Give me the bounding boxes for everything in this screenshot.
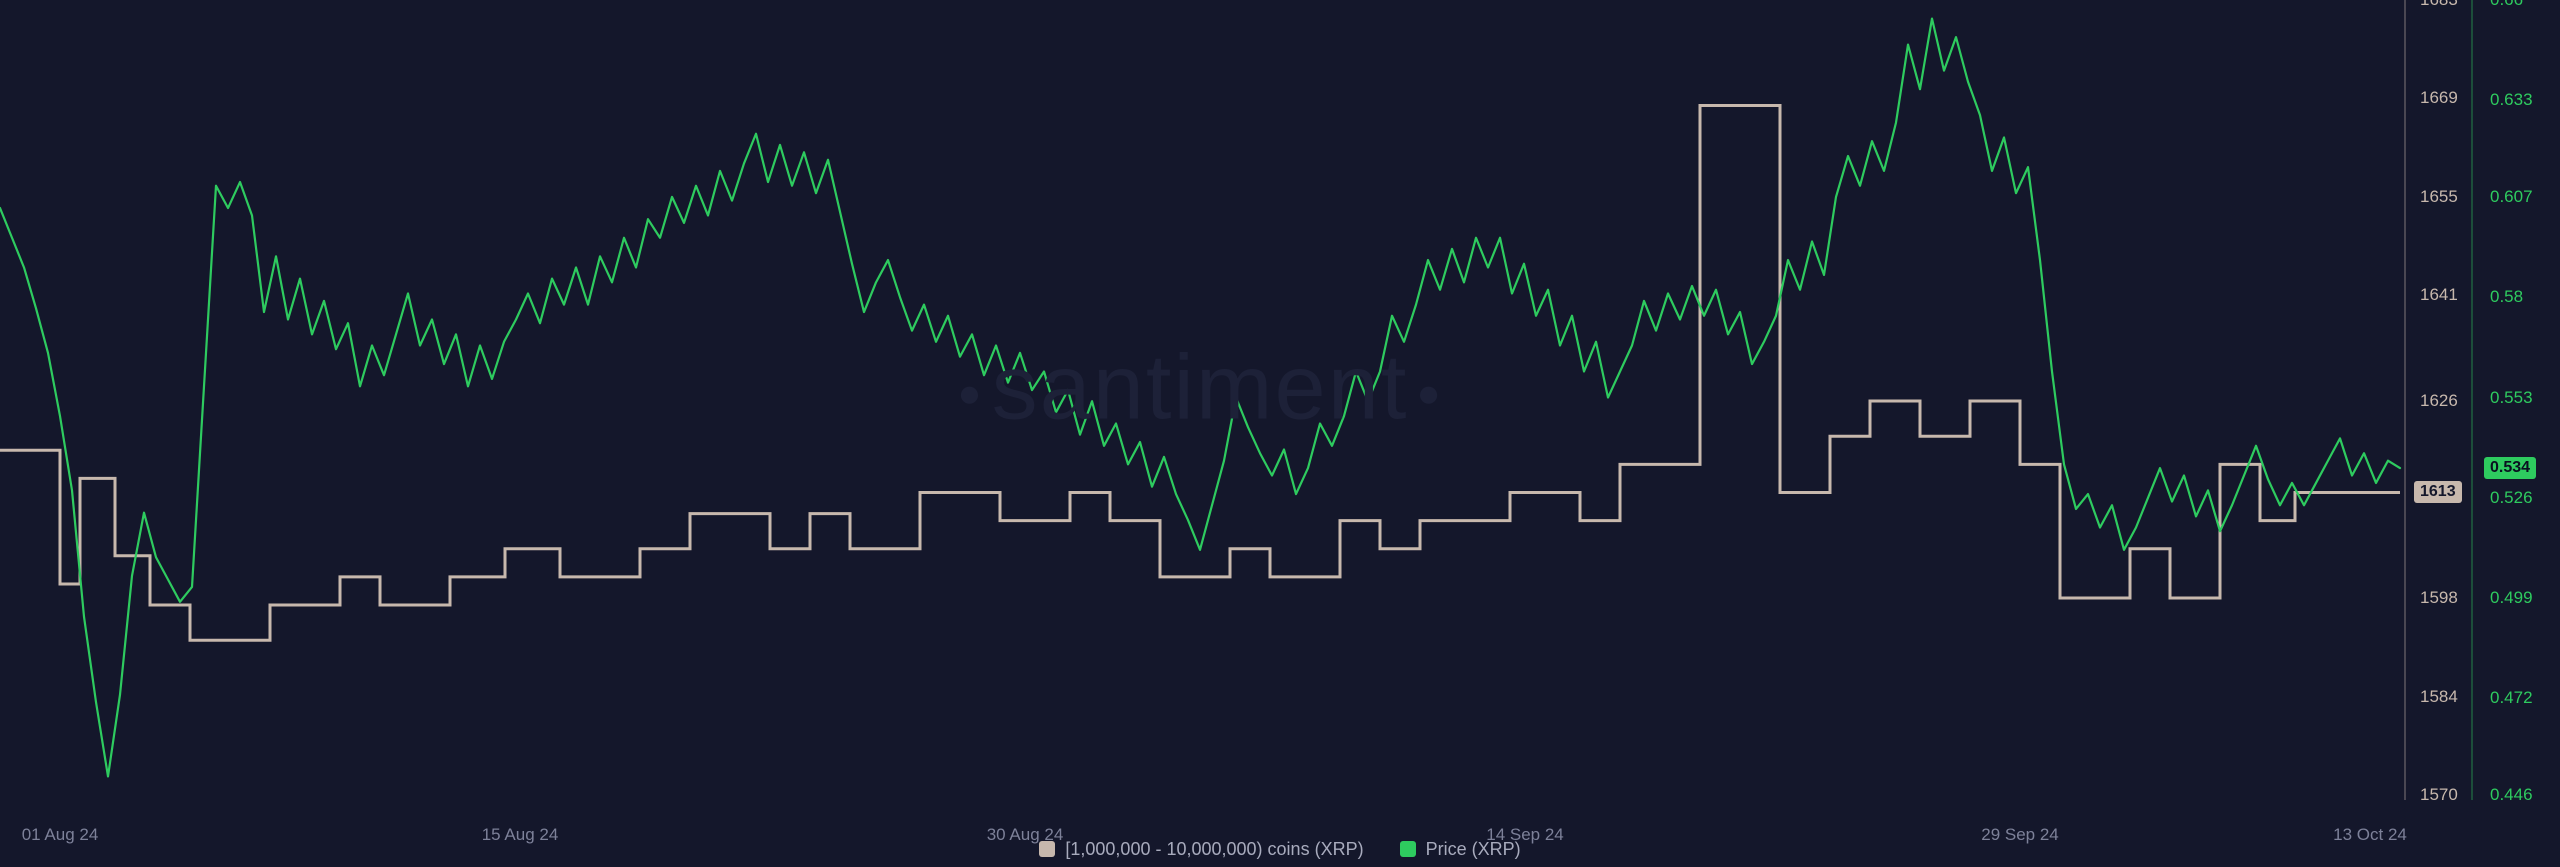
legend-swatch-holders bbox=[1039, 841, 1055, 857]
legend-item-holders[interactable]: [1,000,000 - 10,000,000) coins (XRP) bbox=[1039, 839, 1363, 860]
y-tick-holders: 1584 bbox=[2420, 687, 2458, 707]
y-tick-holders: 1598 bbox=[2420, 588, 2458, 608]
y-tick-price: 0.472 bbox=[2490, 688, 2533, 708]
y-tick-price: 0.66 bbox=[2490, 0, 2523, 10]
y-tick-holders: 1655 bbox=[2420, 187, 2458, 207]
y-tick-price: 0.58 bbox=[2490, 287, 2523, 307]
y-tick-price: 0.446 bbox=[2490, 785, 2533, 805]
y-tick-price: 0.607 bbox=[2490, 187, 2533, 207]
y-tick-holders: 1570 bbox=[2420, 785, 2458, 805]
y-tick-price: 0.526 bbox=[2490, 488, 2533, 508]
legend-swatch-price bbox=[1400, 841, 1416, 857]
y-tick-price: 0.633 bbox=[2490, 90, 2533, 110]
y-tick-holders: 1626 bbox=[2420, 391, 2458, 411]
y-tick-price: 0.553 bbox=[2490, 388, 2533, 408]
price-current-badge: 0.534 bbox=[2484, 457, 2536, 479]
plot-svg bbox=[0, 0, 2560, 867]
y-tick-holders: 1683 bbox=[2420, 0, 2458, 10]
legend-label-holders: [1,000,000 - 10,000,000) coins (XRP) bbox=[1065, 839, 1363, 860]
legend-label-price: Price (XRP) bbox=[1426, 839, 1521, 860]
y-tick-holders: 1669 bbox=[2420, 88, 2458, 108]
holders-current-badge: 1613 bbox=[2414, 481, 2462, 503]
chart-container: ●santiment● 1570158415981613162616411655… bbox=[0, 0, 2560, 867]
y-tick-holders: 1641 bbox=[2420, 285, 2458, 305]
y-tick-price: 0.499 bbox=[2490, 588, 2533, 608]
legend: [1,000,000 - 10,000,000) coins (XRP) Pri… bbox=[0, 831, 2560, 867]
legend-item-price[interactable]: Price (XRP) bbox=[1400, 839, 1521, 860]
